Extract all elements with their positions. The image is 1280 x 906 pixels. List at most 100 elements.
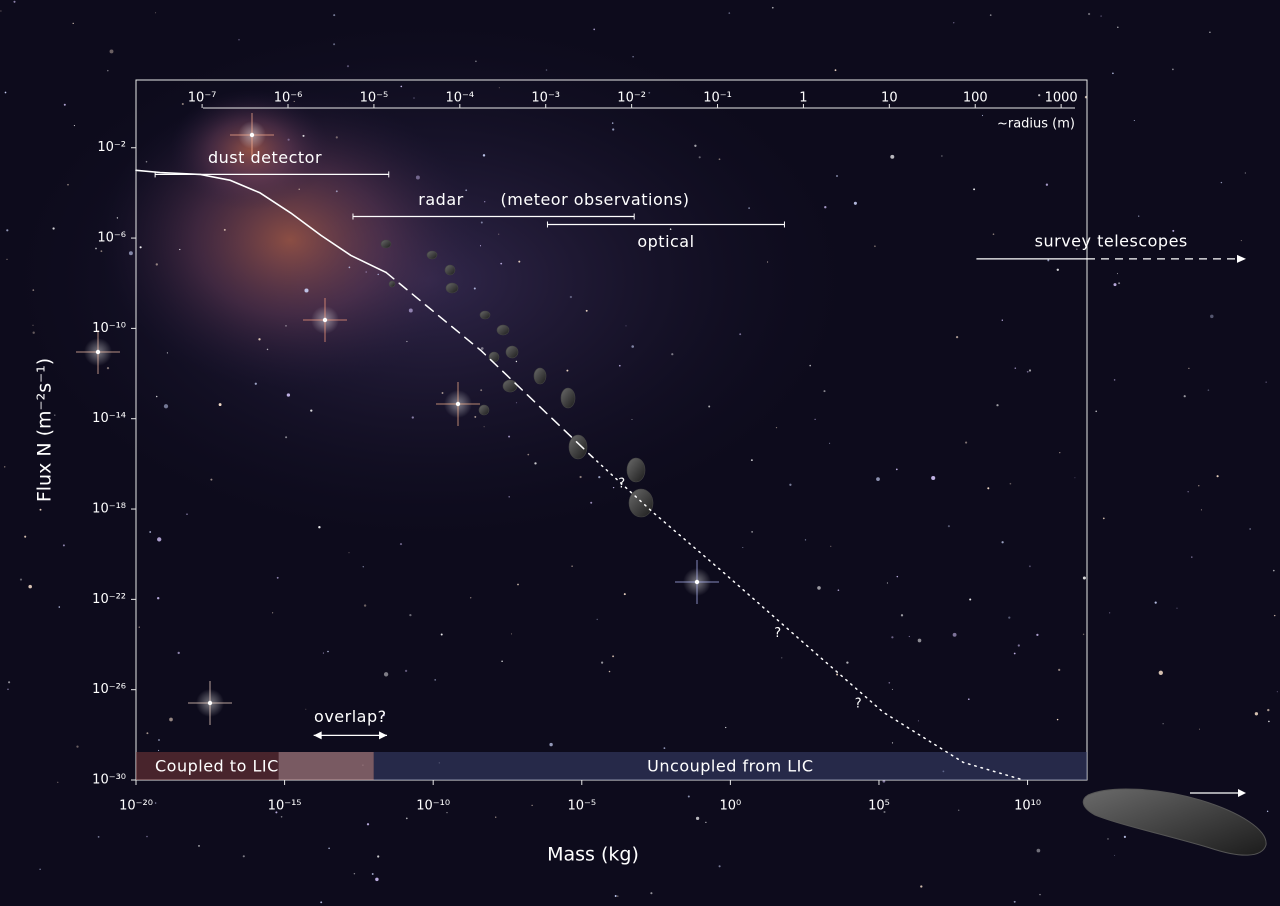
star (891, 636, 894, 639)
star (687, 795, 690, 798)
x2-tick-label: 10 (881, 91, 898, 106)
star (181, 102, 184, 106)
range-label: overlap? (314, 707, 387, 726)
region (136, 752, 374, 780)
star (304, 288, 309, 293)
rock (444, 264, 456, 276)
star (363, 604, 367, 607)
star (631, 418, 633, 421)
star (1162, 723, 1164, 725)
star (517, 583, 519, 586)
rock (478, 404, 490, 416)
star (830, 545, 832, 547)
star (177, 651, 180, 655)
star (718, 865, 721, 868)
star (377, 855, 380, 858)
star (327, 650, 329, 653)
x-tick-label: 10⁻¹⁰ (416, 799, 450, 814)
star (1133, 119, 1135, 122)
star (1056, 268, 1059, 271)
star (1188, 367, 1190, 370)
x2-tick-label: 10⁻¹ (703, 91, 732, 106)
star (413, 97, 415, 99)
star (981, 114, 984, 117)
x-tick-label: 10⁻²⁰ (119, 799, 153, 814)
star (482, 154, 486, 157)
star-core (455, 401, 461, 407)
star (728, 12, 731, 14)
star (1117, 26, 1119, 28)
star (446, 811, 448, 814)
star (1183, 395, 1186, 398)
range-label: radar (418, 190, 463, 209)
star (285, 325, 287, 327)
star (1272, 569, 1275, 572)
star (39, 508, 42, 511)
star (891, 688, 893, 690)
star (1198, 485, 1200, 487)
star (632, 55, 634, 58)
star (722, 800, 725, 803)
star (771, 6, 774, 9)
star (1154, 601, 1157, 604)
star-core (249, 132, 255, 138)
star (817, 586, 821, 590)
star (302, 134, 305, 137)
star (166, 352, 168, 354)
star (569, 295, 573, 299)
star (781, 657, 783, 659)
star (480, 347, 484, 350)
star (1009, 482, 1012, 485)
oumuamua-shape (1082, 788, 1267, 856)
x2-tick-label: 10⁻⁶ (274, 91, 303, 106)
star (891, 742, 894, 744)
star (829, 442, 831, 444)
star (155, 263, 158, 266)
star (598, 476, 601, 479)
star (515, 360, 518, 363)
x2-tick-label: 10⁻⁷ (188, 91, 217, 106)
x2-tick-label: 1 (799, 91, 807, 106)
star (1172, 68, 1174, 71)
star (365, 271, 368, 273)
star (663, 747, 666, 749)
star (399, 543, 403, 546)
rock (445, 282, 459, 294)
star (650, 892, 653, 895)
star (1013, 652, 1016, 655)
star (996, 404, 999, 407)
star (155, 395, 158, 398)
star (969, 598, 972, 601)
star (579, 475, 582, 479)
star (1138, 215, 1140, 217)
x2-axis-label: ~radius (m) (997, 117, 1075, 132)
star (814, 418, 816, 421)
star (52, 227, 55, 230)
y-tick-label: 10⁻¹⁴ (92, 411, 126, 426)
star (318, 526, 321, 529)
star (967, 698, 970, 701)
star (440, 633, 443, 636)
star (992, 233, 995, 236)
star (1118, 282, 1121, 285)
star (305, 708, 307, 710)
star (1249, 528, 1251, 530)
star (3, 466, 6, 468)
star (767, 261, 769, 263)
star (169, 717, 173, 722)
star (375, 877, 379, 882)
star (718, 158, 721, 161)
star (742, 546, 744, 549)
star (596, 618, 598, 621)
y-tick-label: 10⁻⁶ (97, 231, 126, 246)
star (1187, 491, 1189, 493)
star (501, 660, 503, 663)
x2-tick-label: 10⁻⁵ (360, 91, 389, 106)
y-tick-label: 10⁻¹⁰ (92, 321, 126, 336)
star (1107, 838, 1109, 840)
star (155, 12, 157, 14)
star (382, 714, 385, 717)
star (109, 49, 114, 54)
star (498, 87, 500, 89)
star (97, 836, 100, 838)
